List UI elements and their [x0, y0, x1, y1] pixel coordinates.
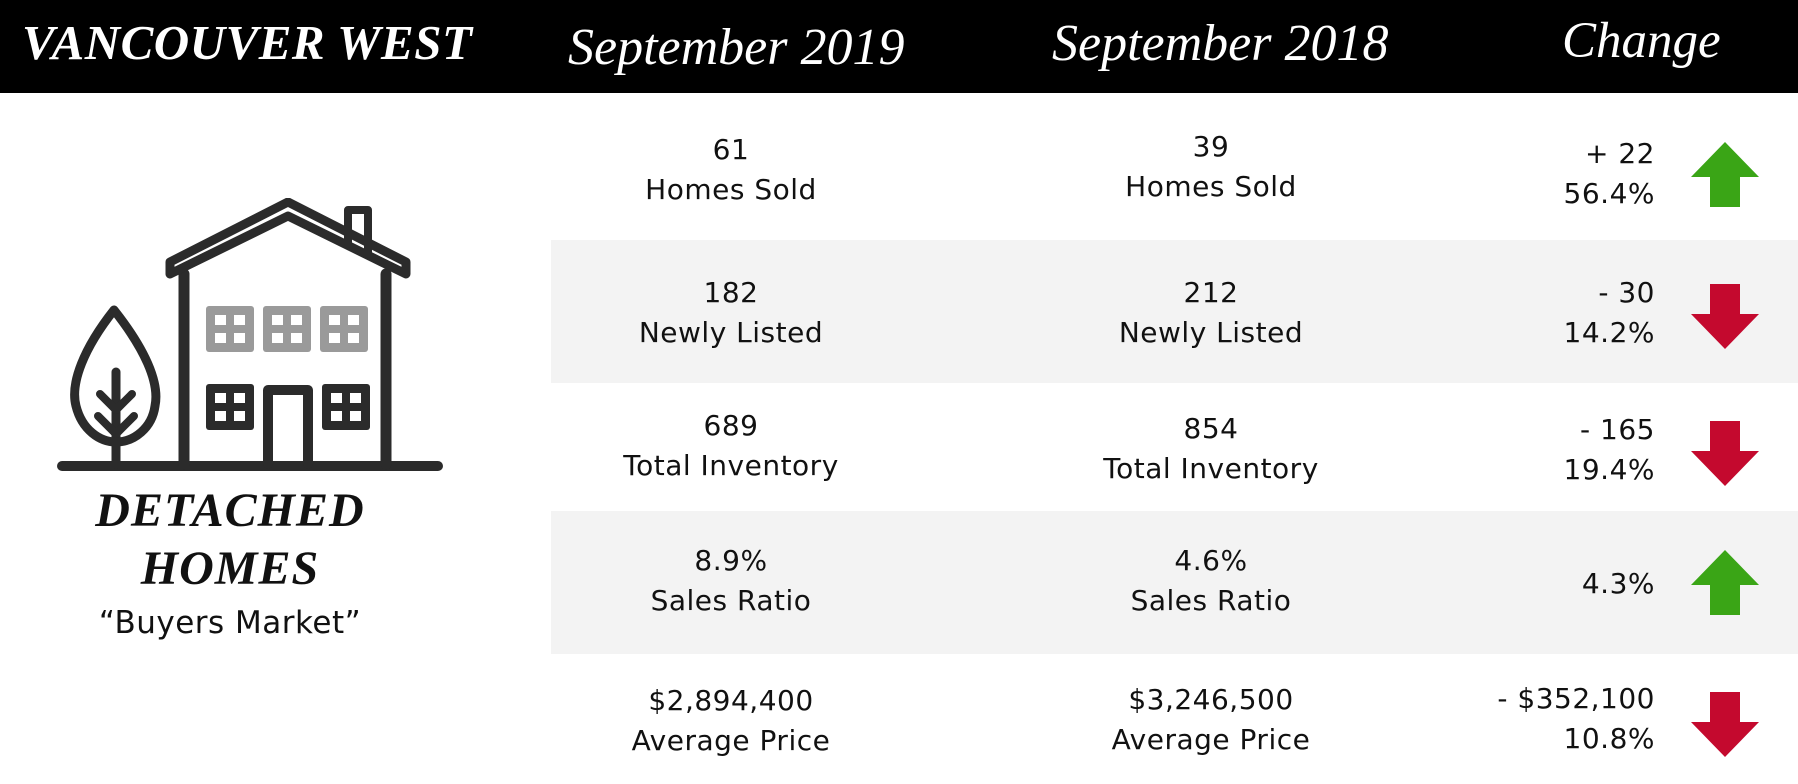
column-header-previous: September 2018 [1052, 15, 1389, 72]
row-band-newly-listed [551, 240, 1798, 383]
metric-label: Total Inventory [623, 449, 839, 482]
header-bar: VANCOUVER WEST September 2019 September … [0, 0, 1798, 93]
previous-value: 854 [1183, 412, 1239, 445]
previous-sales-ratio: 4.6% Sales Ratio [1040, 541, 1382, 621]
previous-homes-sold: 39 Homes Sold [1040, 127, 1382, 207]
change-total-inventory: - 165 19.4% [1564, 410, 1655, 490]
arrow-down-icon [1691, 692, 1759, 757]
change-absolute: + 22 [1585, 137, 1655, 170]
current-value: 182 [703, 276, 759, 309]
change-percent: 10.8% [1563, 722, 1655, 755]
region-title: VANCOUVER WEST [22, 15, 473, 70]
category-title-line1: DETACHED [95, 484, 365, 537]
change-homes-sold: + 22 56.4% [1564, 134, 1655, 214]
metric-label: Newly Listed [1118, 316, 1304, 349]
row-band-sales-ratio [551, 511, 1798, 654]
arrow-up-icon [1691, 142, 1759, 207]
current-value: 8.9% [694, 544, 768, 577]
previous-value: 212 [1183, 276, 1239, 309]
market-condition: “Buyers Market” [98, 605, 362, 641]
change-absolute: - $352,100 [1497, 682, 1655, 715]
current-value: 61 [712, 133, 750, 166]
arrow-down-icon [1691, 284, 1759, 349]
current-total-inventory: 689 Total Inventory [560, 406, 902, 486]
metric-label: Newly Listed [638, 316, 824, 349]
metric-label: Homes Sold [1125, 170, 1297, 203]
change-absolute: - 30 [1598, 276, 1655, 309]
arrow-down-icon [1691, 421, 1759, 486]
column-header-current: September 2019 [568, 19, 905, 76]
metric-label: Sales Ratio [650, 584, 812, 617]
previous-total-inventory: 854 Total Inventory [1040, 409, 1382, 489]
current-average-price: $2,894,400 Average Price [560, 681, 902, 761]
change-average-price: - $352,100 10.8% [1497, 679, 1655, 759]
current-sales-ratio: 8.9% Sales Ratio [560, 541, 902, 621]
previous-value: $3,246,500 [1128, 683, 1294, 716]
metric-label: Average Price [1111, 723, 1311, 756]
column-header-change: Change [1562, 13, 1721, 69]
category-title-line2: HOMES [140, 542, 320, 595]
current-value: 689 [703, 409, 759, 442]
change-sales-ratio: 4.3% [1582, 564, 1655, 604]
change-percent: 4.3% [1581, 567, 1655, 600]
metric-label: Sales Ratio [1130, 584, 1292, 617]
metric-label: Average Price [631, 724, 831, 757]
change-percent: 14.2% [1563, 316, 1655, 349]
previous-average-price: $3,246,500 Average Price [1040, 680, 1382, 760]
change-newly-listed: - 30 14.2% [1564, 273, 1655, 353]
current-homes-sold: 61 Homes Sold [560, 130, 902, 210]
arrow-up-icon [1691, 550, 1759, 615]
house-tree-icon [57, 198, 443, 471]
previous-value: 39 [1192, 130, 1230, 163]
change-percent: 56.4% [1563, 177, 1655, 210]
change-absolute: - 165 [1580, 413, 1655, 446]
current-value: $2,894,400 [648, 684, 814, 717]
change-percent: 19.4% [1563, 453, 1655, 486]
previous-value: 4.6% [1174, 544, 1248, 577]
current-newly-listed: 182 Newly Listed [560, 273, 902, 353]
previous-newly-listed: 212 Newly Listed [1040, 273, 1382, 353]
metric-label: Homes Sold [645, 173, 817, 206]
metric-label: Total Inventory [1103, 452, 1319, 485]
